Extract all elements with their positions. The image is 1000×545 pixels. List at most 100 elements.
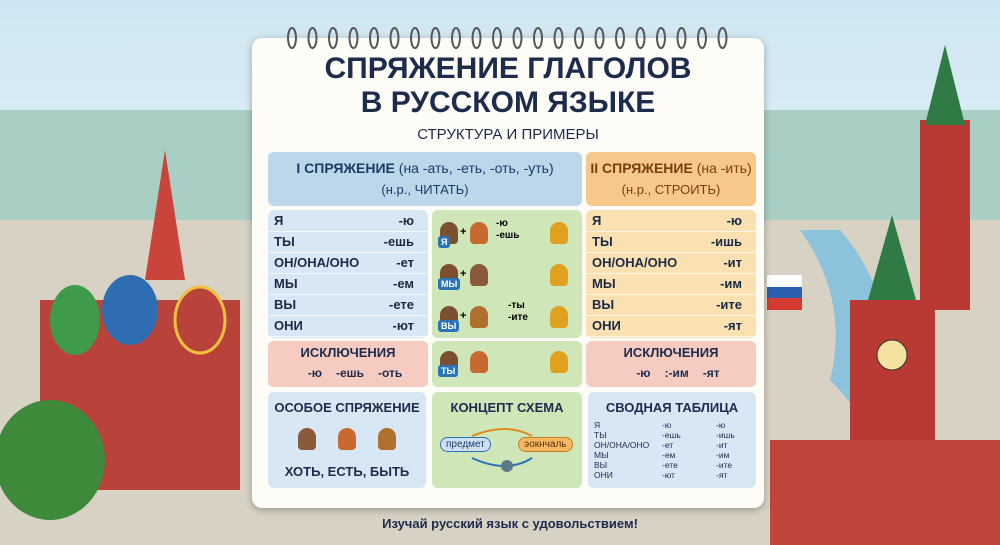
ending: -ет bbox=[396, 255, 414, 270]
table-row: Я -ю bbox=[268, 210, 428, 232]
summary-cell: -ют bbox=[662, 470, 675, 480]
clock bbox=[876, 339, 908, 371]
ring bbox=[451, 27, 461, 49]
worker-icon bbox=[550, 264, 568, 286]
pronoun: ОН/ОНА/ОНО bbox=[274, 255, 360, 270]
concept-title: КОНЦЕПТ СХЕМА bbox=[450, 400, 564, 415]
tower-spire bbox=[868, 215, 916, 300]
summary-cell: -ю bbox=[662, 420, 672, 430]
ring bbox=[328, 27, 338, 49]
worker-icon bbox=[550, 222, 568, 244]
ring bbox=[471, 27, 482, 49]
exceptions-items: -ю -ешь -оть bbox=[268, 366, 428, 380]
plus: + bbox=[460, 226, 467, 238]
exception-item: -ят bbox=[702, 366, 720, 380]
dome bbox=[50, 285, 100, 355]
ending: -ит bbox=[723, 255, 742, 270]
flag bbox=[767, 298, 802, 310]
heading: II СПРЯЖЕНИЕ bbox=[590, 160, 693, 176]
exceptions-example: ТЫ bbox=[432, 341, 582, 387]
table-row: ОН/ОНА/ОНО -ет bbox=[268, 252, 428, 274]
special-title: ОСОБОЕ СПРЯЖЕНИЕ bbox=[274, 400, 420, 415]
table-row: ОНИ -ят bbox=[586, 315, 756, 337]
ring bbox=[635, 27, 646, 49]
tower bbox=[920, 120, 970, 310]
ending: -ят bbox=[723, 318, 742, 333]
notebook-card: СПРЯЖЕНИЕ ГЛАГОЛОВ В РУССКОМ ЯЗЫКЕ СТРУК… bbox=[252, 27, 764, 508]
pronoun: ВЫ bbox=[274, 297, 297, 312]
conjugation-2-header: II СПРЯЖЕНИЕ (на -ить) (н.р., СТРОИТЬ) bbox=[586, 152, 756, 206]
ring bbox=[594, 27, 605, 49]
ring bbox=[492, 27, 502, 49]
table-row: ОН/ОНА/ОНО -ит bbox=[586, 252, 756, 274]
plus: + bbox=[460, 268, 467, 280]
ring bbox=[574, 27, 584, 49]
table-row: МЫ -им bbox=[586, 273, 756, 295]
exception-item: -оть bbox=[378, 366, 403, 380]
worker-icon bbox=[550, 351, 568, 373]
ending: -ют bbox=[392, 318, 414, 333]
ending: -ишь bbox=[710, 234, 742, 249]
concept-box: КОНЦЕПТ СХЕМА предмет эокнчаль bbox=[432, 392, 582, 488]
exceptions-title: ИСКЛЮЧЕНИЯ bbox=[300, 345, 396, 360]
conjugation-2-table: Я -ю ТЫ -ишь ОН/ОНА/ОНО -ит МЫ -им ВЫ -ите ОНИ -ят bbox=[586, 210, 756, 338]
ring bbox=[307, 27, 318, 49]
pronoun: ОНИ bbox=[274, 318, 303, 333]
student-icon bbox=[470, 222, 488, 244]
example-ending: -ите bbox=[508, 312, 528, 323]
example: (н.р., СТРОИТЬ) bbox=[621, 182, 721, 197]
summary-cell: ТЫ bbox=[594, 430, 607, 440]
exceptions-items: -ю:-им -ят bbox=[586, 366, 756, 380]
worker-icon bbox=[550, 306, 568, 328]
summary-cell: ОНИ bbox=[594, 470, 613, 480]
ring bbox=[717, 27, 728, 49]
ring bbox=[656, 27, 666, 49]
table-row: ОНИ -ют bbox=[268, 315, 428, 337]
flag bbox=[767, 287, 802, 298]
tree bbox=[0, 400, 105, 520]
table-row: ВЫ -ите bbox=[586, 294, 756, 316]
ending: -ю bbox=[726, 213, 742, 228]
student-icon bbox=[470, 351, 488, 373]
example-ending: -ю bbox=[496, 218, 508, 229]
pronoun: ТЫ bbox=[592, 234, 613, 249]
summary-cell: -ю bbox=[716, 420, 726, 430]
pronoun-badge: ТЫ bbox=[438, 365, 459, 377]
ending: -ите bbox=[716, 297, 742, 312]
pronoun: МЫ bbox=[592, 276, 616, 291]
title: СПРЯЖЕНИЕ ГЛАГОЛОВ bbox=[324, 52, 692, 85]
pronoun: МЫ bbox=[274, 276, 298, 291]
ending: -ем bbox=[392, 276, 414, 291]
spiral-rings bbox=[287, 27, 728, 49]
ring bbox=[533, 27, 543, 49]
spire bbox=[145, 150, 185, 280]
ending: -им bbox=[720, 276, 742, 291]
exception-item: -ю bbox=[307, 366, 322, 380]
summary-cell: -ите bbox=[716, 460, 733, 470]
pronoun-badge: ВЫ bbox=[438, 320, 460, 332]
pronoun: ВЫ bbox=[592, 297, 615, 312]
tower-spire bbox=[925, 45, 965, 125]
ending: -ете bbox=[389, 297, 414, 312]
concept-end: эокнчаль bbox=[518, 437, 573, 452]
table-row: Я -ю bbox=[586, 210, 756, 232]
title: В РУССКОМ ЯЗЫКЕ bbox=[360, 86, 656, 119]
summary-title: СВОДНАЯ ТАБЛИЦА bbox=[605, 400, 739, 415]
example-ending: -ешь bbox=[496, 230, 520, 241]
student-icon bbox=[470, 306, 488, 328]
pronoun: Я bbox=[592, 213, 602, 228]
pronoun: ТЫ bbox=[274, 234, 295, 249]
rule: (на -ить) bbox=[696, 160, 752, 176]
plus: + bbox=[460, 310, 467, 322]
examples-panel: + + + Я МЫ ВЫ -ю -ешь -ты -ите bbox=[432, 210, 582, 338]
summary-cell: Я bbox=[594, 420, 601, 430]
pronoun: ОНИ bbox=[592, 318, 621, 333]
pronoun: ОН/ОНА/ОНО bbox=[592, 255, 678, 270]
ring bbox=[410, 27, 420, 49]
ending: -ю bbox=[398, 213, 414, 228]
summary-cell: -ете bbox=[662, 460, 678, 470]
special-box: ОСОБОЕ СПРЯЖЕНИЕ ХОТЬ, ЕСТЬ, БЫТЬ bbox=[268, 392, 426, 488]
ring bbox=[676, 27, 687, 49]
palace-left bbox=[0, 110, 260, 220]
summary-cell: -ишь bbox=[716, 430, 735, 440]
